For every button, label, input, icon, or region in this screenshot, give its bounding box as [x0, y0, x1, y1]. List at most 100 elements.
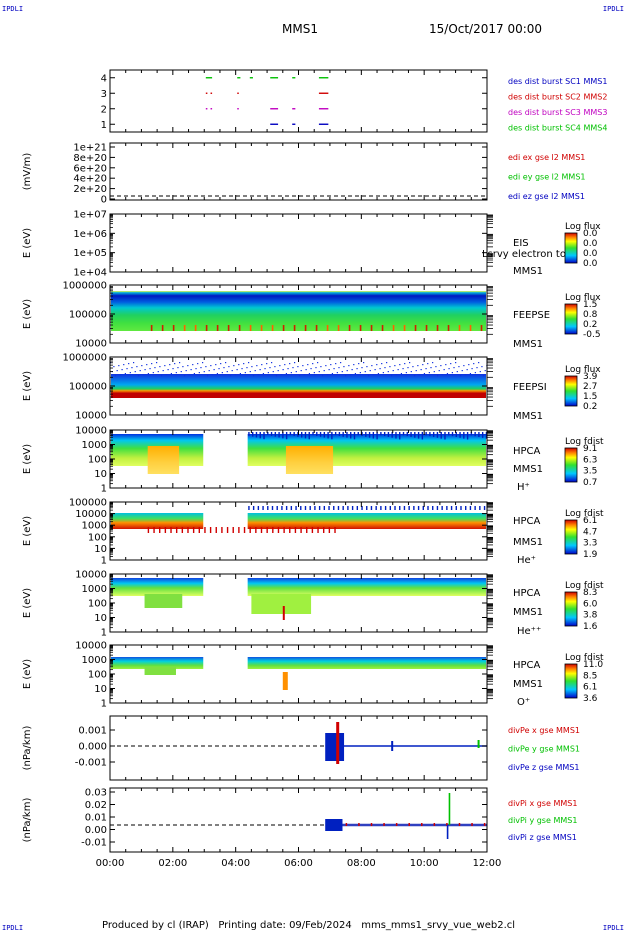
hpca-h-band: [247, 434, 486, 466]
feepsi-scatter-pixel: [305, 369, 307, 371]
feepsi-scatter-pixel: [238, 364, 240, 366]
feepsi-scatter-pixel: [200, 367, 202, 369]
feepsi-scatter-pixel: [413, 375, 416, 377]
hpca-h-top-pixel: [346, 432, 348, 438]
hpca-he1-top-pixel: [403, 506, 406, 510]
spectrogram-label: EIS: [513, 238, 529, 249]
feepsi-scatter-pixel: [481, 366, 483, 368]
hpca-he1-top-pixel: [342, 506, 344, 510]
y-tick-label: 1000000: [62, 353, 107, 364]
colorbar-title: Log fdist: [565, 509, 604, 519]
footer-text: Produced by cl (IRAP) Printing date: 09/…: [102, 920, 516, 931]
hpca-he1-low-pixel: [255, 527, 257, 533]
y-tick-label: 10000: [75, 641, 107, 652]
feepsi-scatter-pixel: [295, 371, 297, 373]
hpca-he1-low-pixel: [323, 527, 325, 533]
feepsi-scatter-pixel: [141, 365, 143, 367]
hpca-h-top-pixel: [376, 432, 378, 440]
feepsi-scatter-pixel: [170, 373, 172, 375]
feepsi-scatter-pixel: [446, 373, 449, 375]
colorbar-tick-label: 0.7: [583, 478, 597, 488]
hpca-h-top-pixel: [466, 432, 469, 440]
panel-frame: [109, 69, 488, 133]
colorbar: [564, 303, 578, 335]
feepsi-scatter-pixel: [239, 373, 242, 375]
feepsi-scatter-pixel: [372, 374, 375, 376]
feepsi-scatter-pixel: [282, 369, 284, 371]
hpca-o-low-extension: [144, 667, 176, 675]
feepse-hot-pixel: [194, 325, 197, 331]
hpca-h-top-pixel: [365, 432, 367, 437]
feepsi-scatter-pixel: [211, 374, 214, 376]
feepsi-scatter-pixel: [185, 370, 187, 372]
spacecraft-title: MMS1: [282, 22, 318, 36]
hpca-h-top-pixel: [444, 432, 446, 440]
hpca-he1-top-pixel: [465, 506, 467, 510]
hpca-h-top-pixel: [285, 432, 288, 440]
feepsi-scatter-pixel: [131, 367, 133, 369]
feepsi-scatter-pixel: [156, 362, 158, 364]
legend-entry: divPe x gse MMS1: [508, 726, 580, 735]
feepsi-scatter-pixel: [423, 373, 426, 375]
hpca-he1-top-pixel: [295, 506, 297, 510]
colorbar-tick-label: 2.7: [583, 382, 597, 392]
hpca-he1-top-pixel: [290, 506, 293, 510]
feepsi-scatter-pixel: [300, 370, 302, 372]
colorbar: [564, 232, 578, 264]
feepsi-scatter-pixel: [422, 364, 424, 366]
feepsi-scatter-pixel: [374, 369, 376, 371]
feepsi-scatter-pixel: [269, 367, 271, 369]
feepsi-scatter-pixel: [420, 369, 422, 371]
feepsi-scatter-pixel: [474, 372, 476, 374]
feepse-hot-pixel: [216, 325, 219, 331]
feepse-hot-pixel: [260, 325, 263, 331]
hpca-h-top-pixel: [432, 432, 435, 437]
feepse-hot-pixel: [447, 325, 450, 331]
y-tick-label: 1e+06: [73, 229, 107, 240]
hpca-he1-low-pixel: [238, 527, 240, 533]
colorbar-tick-label: 3.5: [583, 467, 597, 477]
colorbar-title: Log fdist: [565, 581, 604, 591]
hpca-he1-top-pixel: [347, 506, 349, 510]
y-tick-label: 1000: [82, 584, 107, 595]
y-tick-label: 10: [94, 544, 107, 555]
feepsi-scatter-pixel: [369, 370, 371, 372]
corner-label-tr: IPDLI: [602, 5, 624, 13]
hpca-he1-low-pixel: [334, 527, 336, 533]
hpca-he1-low-pixel: [300, 527, 302, 533]
divpi-x-pixel: [433, 823, 436, 826]
hpca-h-top-pixel: [402, 432, 405, 436]
feepsi-scatter-pixel: [418, 374, 421, 376]
hpca-he1-top-pixel: [384, 506, 387, 510]
panel-frame: [109, 715, 488, 781]
feepsi-scatter-pixel: [399, 364, 401, 366]
y-tick-label: 2e+20: [73, 184, 107, 195]
x-tick-label: 06:00: [284, 858, 313, 869]
legend-entry: edi ey gse l2 MMS1: [508, 173, 586, 182]
hpca-he1-top-pixel: [351, 506, 354, 510]
feepsi-scatter-pixel: [297, 366, 299, 368]
y-tick-label: 1: [101, 628, 107, 639]
feepsi-scatter-pixel: [435, 366, 437, 368]
hpca-h-top-pixel: [331, 432, 333, 440]
spectrogram-label: MMS1: [513, 679, 543, 690]
hpca-he1-top-pixel: [432, 506, 434, 510]
colorbar: [564, 375, 578, 407]
feepsi-scatter-pixel: [441, 374, 444, 376]
hpca-he1-top-pixel: [356, 506, 359, 510]
feepsi-scatter-pixel: [188, 374, 191, 376]
y-tick-label: -0.001: [75, 758, 107, 769]
feepsi-scatter-pixel: [193, 373, 195, 375]
hpca-h-top-pixel: [391, 432, 393, 438]
hpca-h-top-pixel: [319, 432, 322, 437]
hpca-h-top-pixel: [316, 432, 318, 436]
hpca-he1-top-pixel: [337, 506, 340, 510]
feepsi-scatter-pixel: [249, 371, 251, 373]
hpca-h-top-pixel: [387, 432, 390, 437]
feepsi-scatter-pixel: [344, 375, 347, 377]
hpca-he1-low-pixel: [221, 527, 223, 533]
hpca-h-hot-region: [285, 446, 334, 474]
hpca-h-top-pixel: [353, 432, 356, 440]
hpca-he1-top-pixel: [271, 506, 274, 510]
